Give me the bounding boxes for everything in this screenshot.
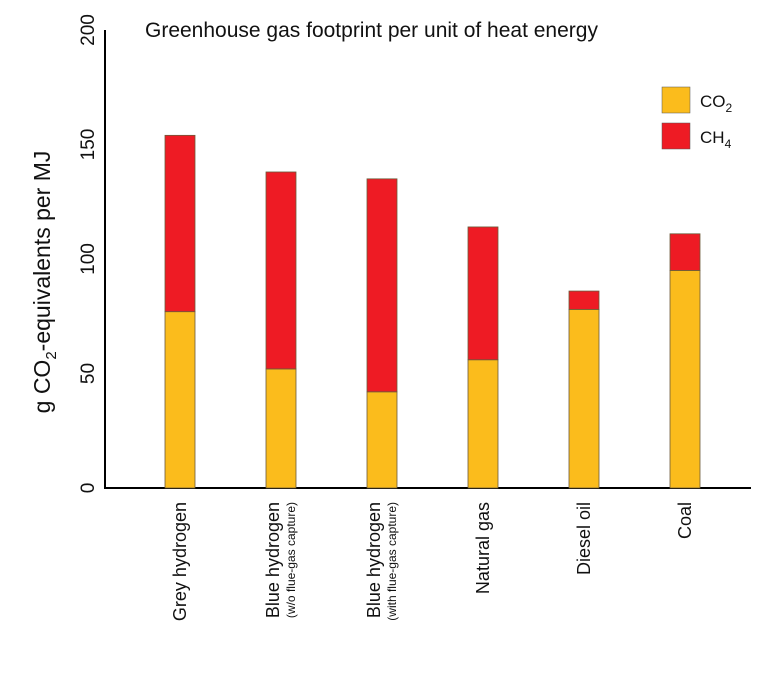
legend-label-ch4: CH4 bbox=[700, 128, 732, 151]
chart-title: Greenhouse gas footprint per unit of hea… bbox=[145, 19, 598, 42]
bar-ch4 bbox=[467, 226, 499, 361]
x-tick-sublabel: (with flue-gas capture) bbox=[385, 502, 399, 621]
legend-label-co2: CO2 bbox=[700, 92, 733, 115]
x-tick-labels: Grey hydrogen Blue hydrogen (w/o flue-gas … bbox=[170, 502, 695, 621]
x-tick-label: Coal bbox=[675, 502, 695, 539]
y-tick-label: 150 bbox=[78, 129, 99, 161]
y-tick-label: 50 bbox=[78, 363, 99, 384]
bar-ch4 bbox=[265, 171, 297, 370]
bar-co2 bbox=[265, 368, 297, 489]
y-tick-label: 200 bbox=[78, 14, 99, 46]
legend-swatch-co2 bbox=[661, 86, 691, 114]
y-axis-title-base: g CO bbox=[29, 360, 55, 414]
y-axis-title: g CO2-equivalents per MJ bbox=[29, 151, 60, 414]
bars-group bbox=[164, 134, 701, 489]
legend: CO2 CH4 bbox=[661, 86, 733, 151]
bar-co2 bbox=[164, 311, 196, 489]
bar-ch4 bbox=[669, 233, 701, 271]
y-tick-labels: 0 50 100 150 200 bbox=[78, 14, 99, 493]
bar-ch4 bbox=[164, 134, 196, 313]
y-axis-title-rest: -equivalents per MJ bbox=[29, 151, 55, 352]
bar-ch4 bbox=[568, 290, 600, 310]
x-tick-label: Blue hydrogen bbox=[364, 502, 384, 618]
x-tick-label: Blue hydrogen bbox=[263, 502, 283, 618]
bar-ch4 bbox=[366, 178, 398, 393]
bar-co2 bbox=[366, 391, 398, 489]
legend-swatch-ch4 bbox=[661, 122, 691, 150]
bar-co2 bbox=[568, 308, 600, 489]
y-tick-label: 100 bbox=[78, 243, 99, 275]
x-tick-sublabel: (w/o flue-gas capture) bbox=[284, 502, 298, 618]
bar-co2 bbox=[467, 359, 499, 489]
x-tick-label: Diesel oil bbox=[574, 502, 594, 575]
x-tick-label: Grey hydrogen bbox=[170, 502, 190, 621]
x-tick-label: Natural gas bbox=[473, 502, 493, 594]
bar-co2 bbox=[669, 270, 701, 489]
y-tick-label: 0 bbox=[78, 483, 99, 494]
y-axis-title-subscript: 2 bbox=[43, 351, 60, 359]
